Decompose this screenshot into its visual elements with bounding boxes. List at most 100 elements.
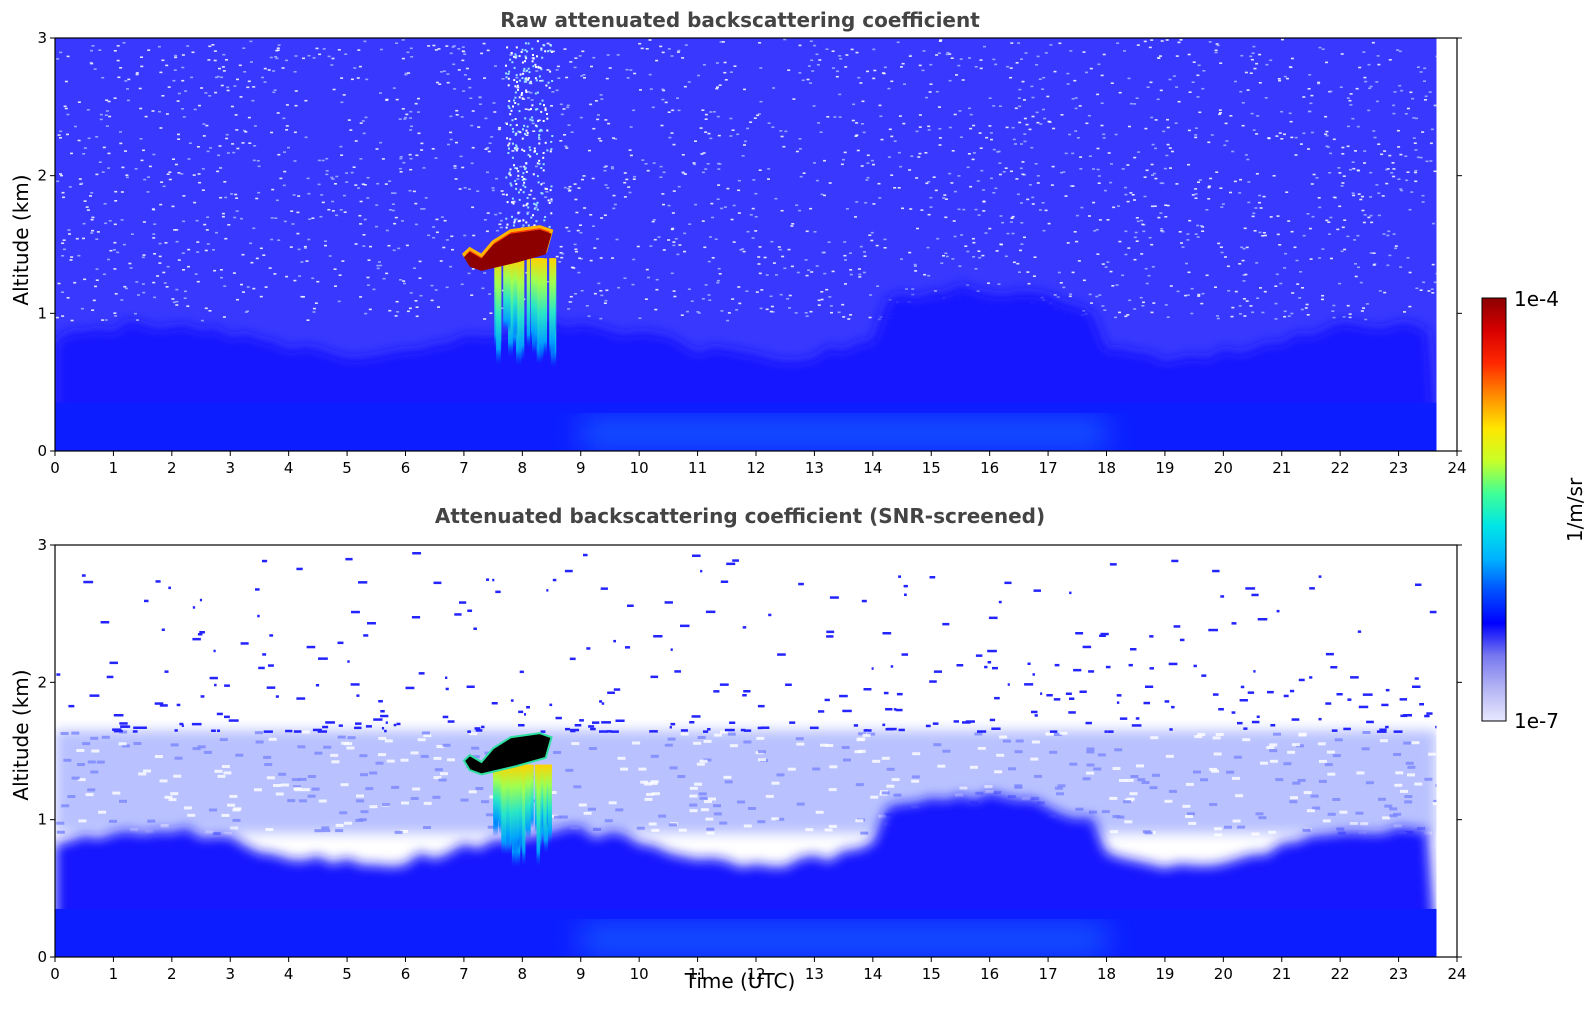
fall-streak	[493, 764, 497, 827]
y-tick-label: 1	[37, 811, 47, 829]
colorbar: 1e-4 1e-7 1/m/sr	[1481, 287, 1587, 733]
panel-snr-axes: 0 1 2 3 4 5 6 7 8 9 10 11 12 13 14 15 16 17 18 19 20 21 22 23 24…	[37, 536, 1466, 983]
panel-snr-title: Attenuated backscattering coefficient (S…	[435, 504, 1045, 528]
y-tick-label: 0	[37, 948, 47, 966]
x-tick-label: 1	[109, 965, 119, 983]
residual-layer	[55, 730, 1437, 834]
fall-streak	[513, 764, 520, 851]
y-tick-label: 1	[37, 304, 47, 322]
x-tick-label: 13	[805, 965, 824, 983]
x-tick-label: 15	[922, 965, 941, 983]
fall-streak	[496, 258, 501, 366]
x-tick-label: 18	[1097, 965, 1116, 983]
x-tick-label: 3	[225, 459, 235, 477]
y-tick-label: 2	[37, 167, 47, 185]
panel-snr-ylabel: Altitude (km)	[9, 669, 33, 800]
fall-streak	[543, 764, 549, 854]
x-tick-label: 6	[401, 965, 411, 983]
x-tick-label: 2	[167, 965, 177, 983]
y-tick-label: 2	[37, 673, 47, 691]
x-tick-label: 12	[746, 965, 765, 983]
fall-streak	[547, 764, 552, 844]
cloud-top	[463, 229, 552, 271]
fall-streak	[519, 258, 525, 362]
surface-aerosol	[580, 922, 1107, 957]
x-tick-label: 3	[225, 965, 235, 983]
x-tick-label: 19	[1155, 965, 1174, 983]
x-tick-label: 6	[401, 459, 411, 477]
x-tick-label: 7	[459, 965, 469, 983]
x-tick-label: 22	[1331, 965, 1350, 983]
x-tick-label: 18	[1097, 459, 1116, 477]
panel-raw: Raw attenuated backscattering coefficien…	[9, 8, 1467, 477]
x-tick-label: 0	[50, 965, 60, 983]
x-tick-label: 2	[167, 459, 177, 477]
panel-raw-axes: 0 1 2 3 4 5 6 7 8 9 10 11 12 13 14 15 16 17 18 19 20 21 22 23 24…	[37, 29, 1466, 477]
panel-snr: Attenuated backscattering coefficient (S…	[9, 504, 1467, 993]
x-tick-label: 8	[518, 459, 528, 477]
fall-streak	[522, 764, 526, 867]
fall-streak	[550, 258, 555, 357]
x-tick-label: 21	[1272, 965, 1291, 983]
panel-raw-heatmap	[55, 38, 1437, 451]
x-tick-label: 17	[1039, 459, 1058, 477]
x-tick-label: 21	[1272, 459, 1291, 477]
x-tick-label: 22	[1331, 459, 1350, 477]
fall-streak	[536, 764, 541, 867]
panel-raw-ylabel: Altitude (km)	[9, 174, 33, 305]
fall-streak	[503, 258, 509, 332]
x-tick-label: 15	[922, 459, 941, 477]
x-tick-label: 8	[518, 965, 528, 983]
panel-snr-heatmap	[55, 545, 1437, 957]
fall-streak	[501, 764, 507, 856]
fall-streak	[541, 258, 548, 357]
fall-streak	[495, 764, 500, 829]
fall-streak	[539, 258, 544, 359]
x-tick-label: 14	[863, 965, 882, 983]
x-tick-label: 1	[109, 459, 119, 477]
fall-streak	[528, 764, 534, 829]
cloud-top	[462, 732, 553, 776]
x-tick-label: 24	[1447, 965, 1466, 983]
y-tick-label: 3	[37, 29, 47, 47]
fall-streak	[513, 258, 518, 338]
x-tick-label: 23	[1389, 965, 1408, 983]
x-tick-label: 0	[50, 459, 60, 477]
colorbar-min-label: 1e-7	[1514, 709, 1559, 733]
x-tick-label: 17	[1039, 965, 1058, 983]
x-tick-label: 11	[688, 965, 707, 983]
x-tick-label: 5	[342, 965, 352, 983]
panel-raw-title: Raw attenuated backscattering coefficien…	[500, 8, 980, 32]
fall-streak	[516, 258, 522, 367]
fall-streak	[526, 258, 531, 349]
x-tick-label: 12	[746, 459, 765, 477]
x-tick-label: 19	[1155, 459, 1174, 477]
panel-snr-xlabel: Time (UTC)	[684, 969, 796, 993]
heatmap-layers	[55, 545, 1437, 957]
y-tick-label: 0	[37, 442, 47, 460]
colorbar-bar	[1481, 297, 1507, 722]
x-tick-label: 9	[576, 965, 586, 983]
x-tick-label: 9	[576, 459, 586, 477]
x-tick-label: 4	[284, 965, 294, 983]
surface-aerosol	[580, 416, 1107, 451]
x-tick-label: 20	[1214, 965, 1233, 983]
x-tick-label: 14	[863, 459, 882, 477]
fall-streak	[530, 258, 535, 344]
x-tick-label: 16	[980, 965, 999, 983]
fall-streak	[534, 258, 540, 347]
x-tick-label: 5	[342, 459, 352, 477]
x-tick-label: 4	[284, 459, 294, 477]
y-tick-label: 3	[37, 536, 47, 554]
x-tick-label: 24	[1447, 459, 1466, 477]
heatmap-layers	[55, 38, 1437, 451]
colorbar-max-label: 1e-4	[1514, 287, 1559, 311]
fall-streak	[516, 764, 523, 847]
x-tick-label: 7	[459, 459, 469, 477]
x-tick-label: 10	[630, 965, 649, 983]
x-tick-label: 23	[1389, 459, 1408, 477]
fall-streak	[504, 764, 510, 847]
x-tick-label: 11	[688, 459, 707, 477]
fall-streak	[525, 764, 531, 841]
